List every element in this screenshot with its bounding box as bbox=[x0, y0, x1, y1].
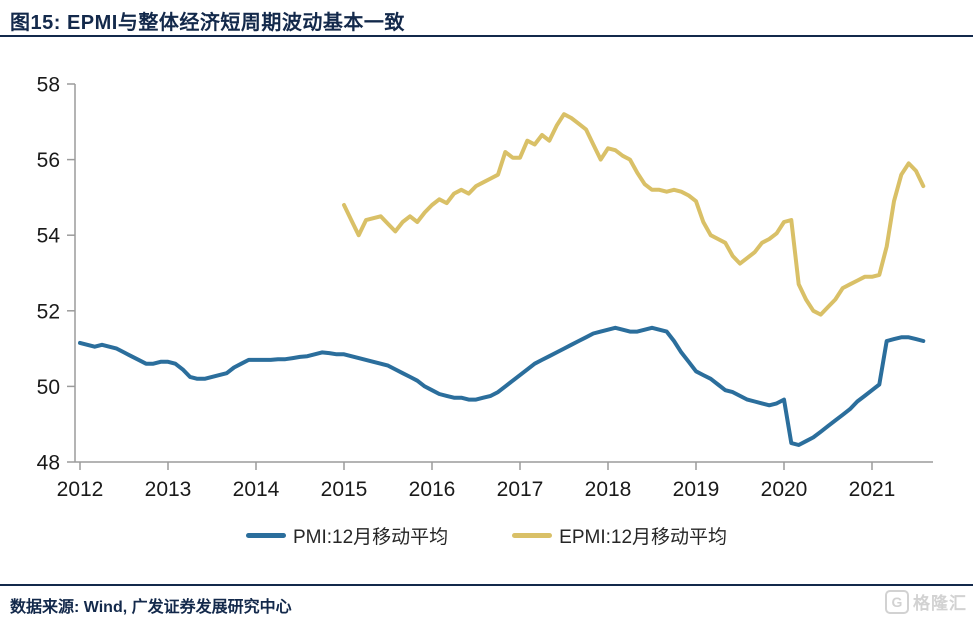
y-tick-label: 52 bbox=[37, 300, 60, 323]
data-source-note: 数据来源: Wind, 广发证券发展研究中心 bbox=[10, 599, 292, 616]
x-tick-label: 2021 bbox=[849, 478, 896, 501]
epmi-line bbox=[342, 112, 926, 317]
gelonghui-logo: G 格隆汇 bbox=[885, 589, 967, 614]
epmi-line-swatch bbox=[512, 533, 553, 538]
x-tick-label: 2018 bbox=[585, 478, 632, 501]
y-tick-label: 56 bbox=[37, 149, 60, 172]
x-tick-label: 2019 bbox=[673, 478, 720, 501]
x-tick-label: 2016 bbox=[409, 478, 456, 501]
x-tick-label: 2014 bbox=[233, 478, 280, 501]
x-tick-label: 2012 bbox=[57, 478, 104, 501]
title-underline bbox=[0, 35, 973, 37]
x-tick-label: 2013 bbox=[145, 478, 192, 501]
chart-legend: PMI:12月移动平均 EPMI:12月移动平均 bbox=[0, 522, 973, 549]
gelonghui-logo-icon: G bbox=[885, 589, 909, 614]
pmi-line-swatch bbox=[245, 533, 286, 538]
y-tick-label: 48 bbox=[37, 452, 60, 475]
legend-label-pmi: PMI:12月移动平均 bbox=[292, 527, 449, 548]
gelonghui-logo-text: 格隆汇 bbox=[913, 594, 967, 613]
x-tick-label: 2020 bbox=[761, 478, 808, 501]
y-tick-label: 54 bbox=[37, 225, 61, 248]
x-tick-label: 2017 bbox=[497, 478, 544, 501]
footer-divider bbox=[0, 584, 973, 586]
chart-title: 图15: EPMI与整体经济短周期波动基本一致 bbox=[10, 12, 405, 34]
x-tick-label: 2015 bbox=[321, 478, 368, 501]
legend-item-pmi: PMI:12月移动平均 bbox=[245, 522, 449, 549]
pmi-line bbox=[78, 325, 926, 447]
y-tick-label: 50 bbox=[37, 376, 60, 399]
legend-label-epmi: EPMI:12月移动平均 bbox=[559, 527, 728, 548]
legend-item-epmi: EPMI:12月移动平均 bbox=[512, 522, 727, 549]
y-tick-label: 58 bbox=[37, 74, 60, 97]
